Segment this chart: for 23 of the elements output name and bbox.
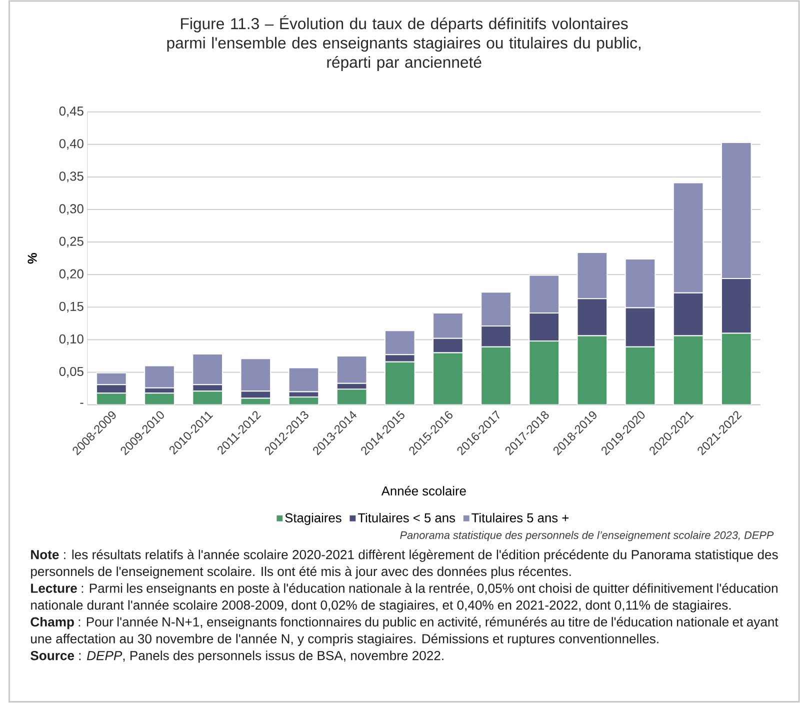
x-axis-title: Année scolaire	[381, 486, 466, 496]
legend-label: Stagiaires	[285, 513, 342, 526]
y-tick-label: 0,30	[59, 204, 84, 215]
y-tick-label: 0,15	[59, 302, 84, 313]
y-tick-label: 0,05	[59, 367, 84, 378]
text: Lecture : Parmi les enseignants en poste à l'éducation nationale à la rentrée, 0,05% ont choisi de quitter définitivement l'éducation nationale durant l'année scolaire 2008-2009, dont 0,02% de stagiaires, et 0,40% en 2021-2022, dont 0,11% de stagiaires.	[31, 583, 778, 612]
legend-label: Titulaires 5 ans +	[472, 513, 569, 523]
y-tick-label: 0,10	[59, 334, 84, 346]
bar	[288, 367, 320, 392]
y-tick-label: 0,35	[59, 172, 84, 182]
y-tick-label: 0,40	[59, 139, 84, 150]
text: Champ : Pour l'année N-N+1, enseignants fonctionnaires du public en activité, rémunérés au titre de l'éducation nationale et ayant une affectation au 30 novembre de l'année N, y compris stagiaires. Démissions et ruptures conventionnelles.	[30, 616, 778, 646]
bar	[144, 365, 175, 389]
y-tick-label: 0,20	[59, 269, 84, 280]
text: Panorama statistique des personnels de l’enseignement scolaire 2023, DEPP	[400, 531, 774, 542]
y-tick-label: -	[80, 402, 84, 404]
text: Source : DEPP, Panels des personnels issus de BSA, novembre 2022.	[30, 650, 444, 663]
y-axis-title: %	[28, 253, 37, 264]
y-tick-label: 0,25	[59, 236, 84, 248]
legend-label: Titulaires < 5 ans	[358, 513, 456, 523]
text: Note : les résultats relatifs à l'année scolaire 2020-2021 diffèrent légèrement de l'édition précédente du Panorama statistique des personnels de l'enseignement scolaire. Ils ont été mis à jour avec des données plus récentes.	[31, 550, 778, 579]
y-tick-label: 0,45	[59, 106, 84, 118]
chart-title: Figure 11.3 – Évolution du taux de départs définitifs volontaires parmi l'ensemble des enseignants stagiaires ou titulaires du public, réparti par ancienneté	[167, 16, 640, 72]
